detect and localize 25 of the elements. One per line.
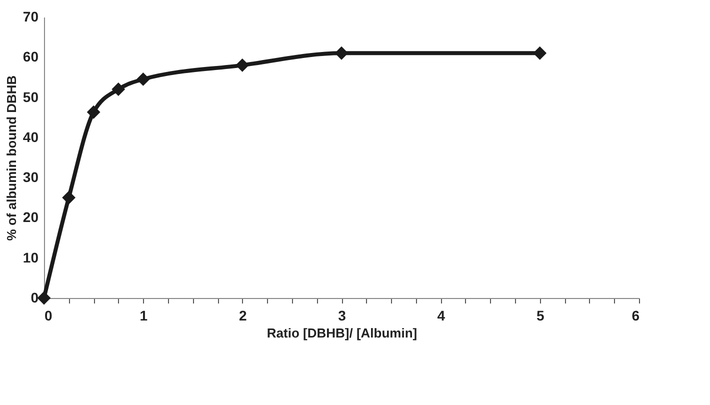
y-tick-label: 10 (22, 249, 39, 266)
y-tick-label: 40 (22, 128, 39, 145)
point (236, 58, 250, 72)
y-tick-label: 50 (22, 88, 39, 105)
y-tick-label: 0 (30, 290, 39, 306)
x-tick-label: 5 (536, 308, 544, 324)
x-tick-label: 4 (437, 308, 446, 324)
x-tick-label: 3 (338, 308, 346, 324)
point (334, 46, 348, 60)
point (62, 190, 76, 204)
x-tick-label: 6 (632, 308, 640, 324)
y-tick-label: 60 (22, 48, 39, 65)
x-axis-title: Ratio [DBHB]/ [Albumin] (266, 326, 418, 340)
point (533, 46, 547, 60)
y-tick-label: 20 (22, 209, 39, 226)
y-tick-label: 70 (22, 8, 39, 24)
point (136, 72, 150, 86)
point (86, 105, 100, 119)
x-tick-label: 0 (44, 308, 52, 324)
x-tick-label: 2 (238, 308, 247, 324)
x-tick-label: 1 (140, 308, 148, 324)
point (37, 291, 51, 305)
point (112, 82, 126, 96)
y-axis-title: % of albumin bound DBHB (4, 75, 19, 241)
y-tick-label: 30 (22, 169, 39, 186)
